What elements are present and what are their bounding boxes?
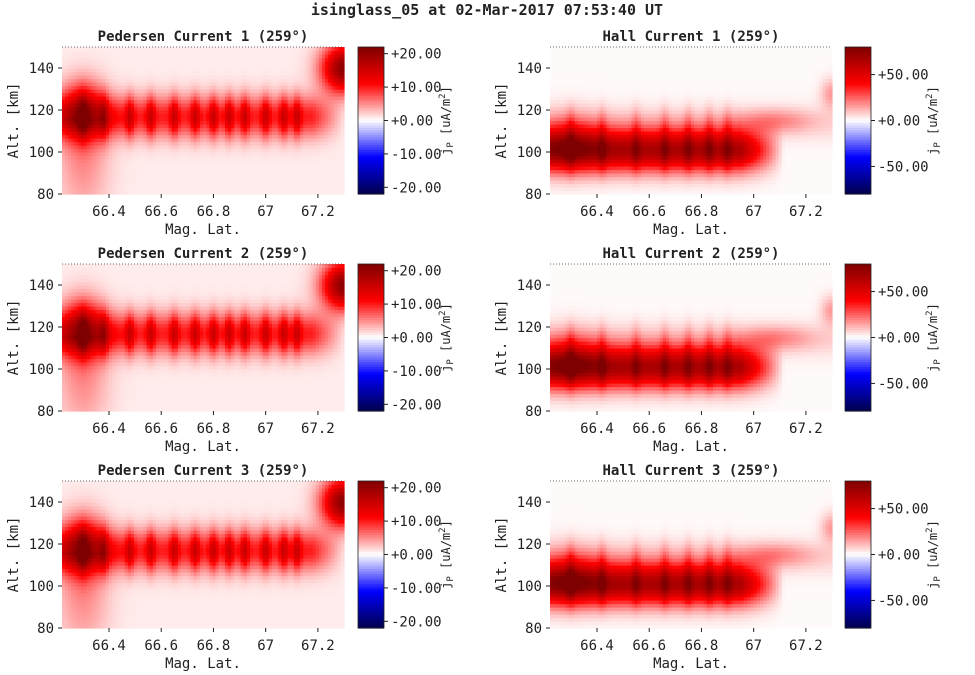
heatmap-cell <box>341 152 345 156</box>
colorbar-tick-label: +10.00 <box>391 80 442 96</box>
heatmap-cell <box>341 110 345 114</box>
heatmap-cell <box>341 68 345 72</box>
heatmap-cell <box>341 47 345 51</box>
heatmap-cell <box>341 124 345 128</box>
heatmap-cell <box>341 166 345 170</box>
figure-title: isinglass_05 at 02-Mar-2017 07:53:40 UT <box>311 1 663 19</box>
heatmap-cell <box>341 93 345 97</box>
heatmap-cell <box>341 149 345 153</box>
heatmap-cell <box>341 82 345 86</box>
heatmap-cell <box>341 58 345 62</box>
heatmap-field <box>550 47 833 195</box>
heatmap-cell <box>341 51 345 55</box>
x-tick-label: 67 <box>257 204 274 220</box>
heatmap-cell <box>341 117 345 121</box>
y-axis-label: Alt. [km] <box>6 83 22 159</box>
colorbar-tick-label: +0.00 <box>391 114 433 130</box>
x-tick-label: 66.6 <box>144 204 178 220</box>
heatmap-cell <box>341 79 345 83</box>
heatmap-cell <box>341 142 345 146</box>
heatmap-cell <box>341 121 345 125</box>
heatmap-cell <box>341 156 345 160</box>
colorbar-tick-label: +20.00 <box>391 47 442 63</box>
heatmap-cell <box>341 131 345 135</box>
y-tick-label: 120 <box>29 103 54 119</box>
heatmap-field <box>62 47 345 195</box>
x-tick-label: 66.8 <box>197 204 231 220</box>
heatmap-cell <box>341 54 345 58</box>
colorbar-tick-label: -20.00 <box>391 180 442 196</box>
chart-panel: Pedersen Current 1 (259°) 66.4 66.6 66.8 67 6… <box>6 29 456 238</box>
chart-panel: Hall Current 1 (259°)66.4 66.6 66.8 67 67.28… <box>494 29 943 238</box>
heatmap-cell <box>341 100 345 104</box>
heatmap-cell <box>341 180 345 184</box>
heatmap-cell <box>341 145 345 149</box>
heatmap-cell <box>341 107 345 111</box>
y-tick-label: 100 <box>29 145 54 161</box>
colorbar-label: jP [uA/m2] <box>438 86 456 155</box>
heatmap-cell <box>341 89 345 93</box>
heatmap-cell <box>341 170 345 174</box>
heatmap-cell <box>341 72 345 76</box>
x-tick-label: 66.4 <box>92 204 126 220</box>
panel-title: Pedersen Current 1 (259°) <box>98 29 309 45</box>
heatmap-cell <box>341 65 345 69</box>
x-tick-label: 67.2 <box>301 204 335 220</box>
heatmap-cell <box>341 163 345 167</box>
heatmap-cell <box>341 86 345 90</box>
colorbar-tick-label: -10.00 <box>391 147 442 163</box>
heatmap-cell <box>341 61 345 65</box>
x-axis-label: Mag. Lat. <box>165 222 241 238</box>
heatmap-cell <box>341 96 345 100</box>
colorbar: +20.00 +10.00 +0.00 -10.00 -20.00 jP [uA/m2] <box>358 47 456 197</box>
y-tick-label: 80 <box>37 187 54 203</box>
heatmap-cell <box>341 184 345 188</box>
heatmap-cell <box>341 128 345 132</box>
heatmap-cell <box>341 191 345 195</box>
heatmap-cell <box>341 159 345 163</box>
heatmap-cell <box>341 135 345 139</box>
y-tick-label: 140 <box>29 61 54 77</box>
heatmap-cell <box>341 138 345 142</box>
heatmap-cell <box>341 177 345 181</box>
heatmap-cell <box>341 114 345 118</box>
heatmap-cell <box>341 173 345 177</box>
heatmap-cell <box>341 103 345 107</box>
heatmap-cell <box>341 75 345 79</box>
panels: Pedersen Current 1 (259°) 66.4 66.6 66.8 67 6… <box>6 29 943 672</box>
heatmap-cell <box>341 187 345 191</box>
